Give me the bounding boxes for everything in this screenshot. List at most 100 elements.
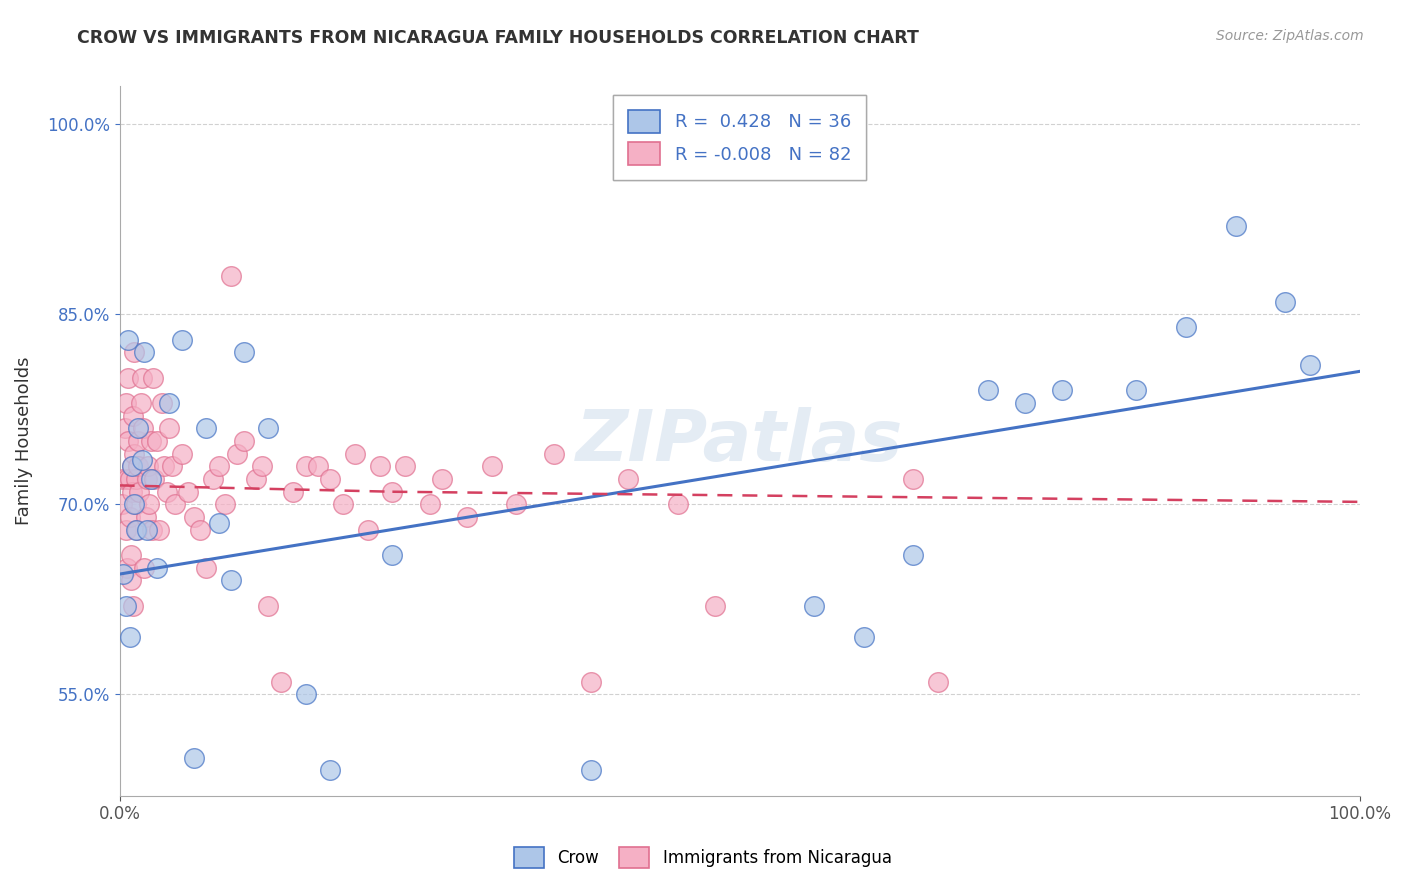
Point: [112, 472, 135, 486]
Point: [134, 560, 156, 574]
Point: [505, 497, 527, 511]
Point: [124, 345, 146, 359]
Point: [319, 764, 342, 778]
Point: [283, 484, 305, 499]
Point: [208, 516, 231, 531]
Point: [129, 396, 152, 410]
Point: [131, 453, 153, 467]
Point: [183, 751, 205, 765]
Point: [976, 384, 998, 398]
Point: [146, 434, 169, 448]
Point: [114, 523, 136, 537]
Point: [146, 560, 169, 574]
Point: [120, 548, 142, 562]
Point: [127, 421, 149, 435]
Point: [148, 523, 170, 537]
Point: [419, 497, 441, 511]
Point: [579, 674, 602, 689]
Point: [257, 421, 280, 435]
Point: [118, 631, 141, 645]
Point: [170, 333, 193, 347]
Point: [703, 599, 725, 613]
Point: [143, 472, 166, 486]
Point: [245, 472, 267, 486]
Point: [150, 396, 173, 410]
Point: [195, 560, 218, 574]
Point: [160, 459, 183, 474]
Point: [368, 459, 391, 474]
Point: [121, 459, 143, 474]
Point: [156, 484, 179, 499]
Point: [219, 574, 242, 588]
Point: [270, 674, 292, 689]
Text: CROW VS IMMIGRANTS FROM NICARAGUA FAMILY HOUSEHOLDS CORRELATION CHART: CROW VS IMMIGRANTS FROM NICARAGUA FAMILY…: [77, 29, 920, 46]
Point: [195, 421, 218, 435]
Point: [124, 447, 146, 461]
Point: [1050, 384, 1073, 398]
Point: [927, 674, 949, 689]
Point: [232, 434, 254, 448]
Point: [294, 687, 316, 701]
Point: [332, 497, 354, 511]
Point: [125, 523, 148, 537]
Point: [1174, 320, 1197, 334]
Point: [232, 345, 254, 359]
Point: [131, 370, 153, 384]
Point: [157, 421, 180, 435]
Point: [617, 472, 640, 486]
Point: [294, 459, 316, 474]
Point: [250, 459, 273, 474]
Point: [134, 345, 156, 359]
Point: [114, 396, 136, 410]
Point: [128, 484, 150, 499]
Point: [125, 523, 148, 537]
Point: [142, 370, 165, 384]
Point: [118, 510, 141, 524]
Point: [430, 472, 453, 486]
Point: [115, 472, 138, 486]
Point: [135, 510, 157, 524]
Point: [136, 459, 159, 474]
Point: [579, 764, 602, 778]
Point: [257, 599, 280, 613]
Point: [121, 484, 143, 499]
Point: [139, 434, 162, 448]
Text: Source: ZipAtlas.com: Source: ZipAtlas.com: [1216, 29, 1364, 43]
Point: [208, 459, 231, 474]
Point: [139, 472, 162, 486]
Point: [1125, 384, 1147, 398]
Point: [111, 497, 134, 511]
Point: [219, 269, 242, 284]
Point: [852, 631, 875, 645]
Point: [115, 560, 138, 574]
Point: [183, 510, 205, 524]
Point: [177, 484, 200, 499]
Point: [170, 447, 193, 461]
Point: [135, 523, 157, 537]
Point: [201, 472, 224, 486]
Point: [381, 484, 404, 499]
Point: [120, 574, 142, 588]
Point: [1274, 294, 1296, 309]
Point: [124, 497, 146, 511]
Point: [1014, 396, 1036, 410]
Legend: R =  0.428   N = 36, R = -0.008   N = 82: R = 0.428 N = 36, R = -0.008 N = 82: [613, 95, 866, 179]
Point: [118, 472, 141, 486]
Point: [901, 548, 924, 562]
Point: [543, 447, 565, 461]
Point: [112, 567, 135, 582]
Text: ZIPatlas: ZIPatlas: [576, 407, 903, 475]
Point: [1225, 219, 1247, 233]
Point: [127, 459, 149, 474]
Point: [125, 472, 148, 486]
Point: [138, 497, 160, 511]
Point: [114, 599, 136, 613]
Point: [901, 472, 924, 486]
Point: [121, 459, 143, 474]
Point: [125, 497, 148, 511]
Point: [381, 548, 404, 562]
Point: [153, 459, 176, 474]
Point: [1299, 358, 1322, 372]
Point: [122, 599, 145, 613]
Point: [214, 497, 236, 511]
